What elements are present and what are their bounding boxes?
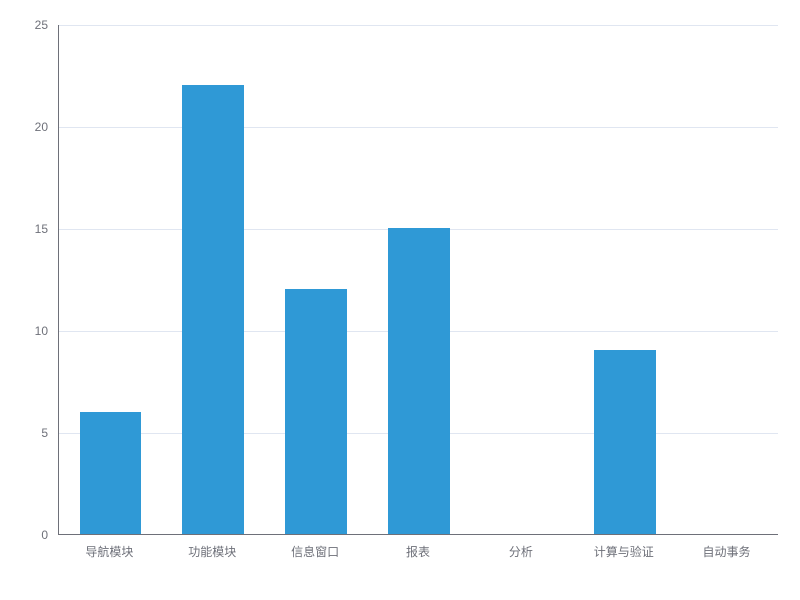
x-tick-label: 信息窗口 [291,543,339,560]
bar [594,350,656,534]
x-tick-label: 功能模块 [188,543,236,560]
y-tick-label: 20 [0,120,48,134]
y-tick-label: 25 [0,18,48,32]
x-tick-label: 自动事务 [703,543,751,560]
x-tick-label: 计算与验证 [594,543,654,560]
plot-area [58,25,778,535]
x-tick-label: 分析 [509,543,533,560]
bar [388,228,450,534]
y-tick-label: 10 [0,324,48,338]
x-tick-label: 导航模块 [85,543,133,560]
bar [285,289,347,534]
y-tick-label: 0 [0,528,48,542]
bar [182,85,244,534]
y-tick-label: 15 [0,222,48,236]
y-gridline [59,127,778,128]
x-tick-label: 报表 [406,543,430,560]
bar [80,412,142,534]
y-gridline [59,25,778,26]
y-tick-label: 5 [0,426,48,440]
bar-chart: 0 5 10 15 20 25 导航模块 功能模块 信息窗口 报表 分析 计算与验证 自动事务 [0,0,800,600]
